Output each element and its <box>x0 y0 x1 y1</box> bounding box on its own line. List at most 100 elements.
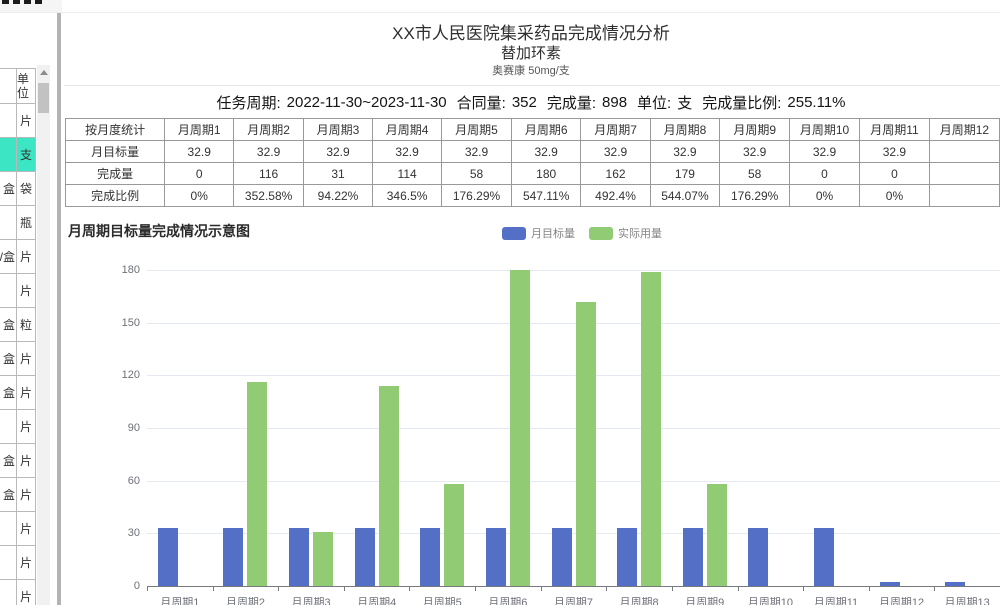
table-row: 完成量 0 116 31 114 58 180 162 179 58 0 0 <box>64 162 1000 185</box>
x-axis-tick <box>737 587 739 591</box>
unit-cell[interactable]: 片 <box>17 240 36 274</box>
section-divider <box>64 85 1000 86</box>
spec-cell-clipped[interactable]: 盒 <box>0 478 17 512</box>
spec-cell-clipped[interactable] <box>0 410 17 444</box>
x-axis-tick <box>540 587 542 591</box>
x-axis-category-label: 月周期1 <box>160 597 200 605</box>
unit-cell[interactable]: 片 <box>17 104 36 138</box>
unit-column-header-row: 单位 <box>0 69 36 104</box>
spec-cell-clipped[interactable]: 盒 <box>0 376 17 410</box>
sidebar-row: 片 <box>0 546 36 580</box>
unit-cell[interactable]: 瓶 <box>17 206 36 240</box>
actual-bar <box>444 484 465 586</box>
unit-cell[interactable]: 片 <box>17 342 36 376</box>
titlebar-clipped-text <box>24 0 31 4</box>
legend-item-target[interactable]: 月目标量 <box>502 225 575 241</box>
spec-cell-clipped[interactable] <box>0 580 17 605</box>
row-label-cell: 完成比例 <box>64 184 166 207</box>
scrollbar-thumb[interactable] <box>38 83 49 113</box>
table-cell: 0 <box>859 162 930 185</box>
legend-item-actual[interactable]: 实际用量 <box>589 225 662 241</box>
sidebar-row: /盒片 <box>0 240 36 274</box>
unit-cell[interactable]: 片 <box>17 410 36 444</box>
table-cell: 94.22% <box>302 184 374 207</box>
table-cell: 544.07% <box>649 184 721 207</box>
table-cell: 32.9 <box>580 140 651 163</box>
y-axis-tick-label: 150 <box>121 316 140 329</box>
sidebar-scrollbar[interactable] <box>37 65 50 605</box>
x-axis-category-label: 月周期11 <box>813 597 859 605</box>
sidebar-row: 瓶 <box>0 206 36 240</box>
unit-cell[interactable]: 片 <box>17 546 36 580</box>
sidebar-row: 片 <box>0 274 36 308</box>
x-axis-category-label: 月周期8 <box>619 597 659 605</box>
table-cell: 32.9 <box>372 140 443 163</box>
unit-cell[interactable]: 片 <box>17 444 36 478</box>
table-cell: 0% <box>859 184 930 207</box>
target-bar <box>354 528 375 586</box>
target-bar <box>879 582 900 586</box>
actual-bar <box>247 382 268 586</box>
x-axis-category-label: 月周期6 <box>488 597 528 605</box>
spec-cell-clipped[interactable] <box>0 546 17 580</box>
x-axis-tick <box>278 587 280 591</box>
table-cell: 32.9 <box>789 140 860 163</box>
unit-cell[interactable]: 袋 <box>17 172 36 206</box>
row-label-cell: 完成量 <box>64 162 166 185</box>
spec-cell-clipped[interactable]: 盒 <box>0 308 17 342</box>
x-axis-category-label: 月周期7 <box>553 597 594 605</box>
unit-cell[interactable]: 片 <box>17 376 36 410</box>
spec-cell-clipped[interactable]: /盒 <box>0 240 17 274</box>
table-cell: 32.9 <box>441 140 512 163</box>
spec-column-header-cell[interactable] <box>0 69 17 104</box>
spec-cell-clipped[interactable] <box>0 206 17 240</box>
table-cell: 32.9 <box>164 140 235 163</box>
titlebar <box>0 0 62 13</box>
unit-cell[interactable]: 粒 <box>17 308 36 342</box>
unit-cell[interactable]: 片 <box>17 478 36 512</box>
table-cell: 492.4% <box>580 184 651 207</box>
row-label-cell: 月目标量 <box>64 140 166 163</box>
table-cell: 352.58% <box>233 184 304 207</box>
contract-qty-value: 352 <box>511 94 537 111</box>
titlebar-clipped-text <box>13 0 20 4</box>
sidebar-row-selected: 支 <box>0 138 36 172</box>
unit-cell[interactable]: 片 <box>17 512 36 546</box>
spec-cell-clipped[interactable]: 盒 <box>0 342 17 376</box>
unit-column-grid: 单位 片支盒袋瓶/盒片片盒粒盒片盒片片盒片盒片片片片 <box>0 68 36 605</box>
spec-cell-clipped[interactable] <box>0 512 17 546</box>
sidebar-row: 盒片 <box>0 478 36 512</box>
drug-spec: 奥赛康 50mg/支 <box>492 65 570 77</box>
table-cell <box>928 162 1000 185</box>
table-cell <box>928 184 1000 207</box>
x-axis-tick <box>671 587 673 591</box>
sidebar-row: 盒片 <box>0 342 36 376</box>
spreadsheet-sidebar: 单位 片支盒袋瓶/盒片片盒粒盒片盒片片盒片盒片片片片 <box>0 13 57 605</box>
pane-divider[interactable] <box>57 13 61 605</box>
x-axis-tick <box>409 587 411 591</box>
spec-cell-clipped[interactable]: 盒 <box>0 172 17 206</box>
table-header-cell: 月周期8 <box>649 118 721 141</box>
table-cell: 180 <box>510 162 582 185</box>
sidebar-row: 片 <box>0 410 36 444</box>
monthly-stats-table: 按月度统计 月周期1 月周期2 月周期3 月周期4 月周期5 月周期6 月周期7 月周期8 月周期… <box>64 118 1000 207</box>
task-period-label: 任务周期: <box>216 95 281 112</box>
table-cell: 0% <box>164 184 235 207</box>
unit-cell[interactable]: 支 <box>17 138 36 172</box>
spec-cell-clipped[interactable] <box>0 138 17 172</box>
target-bar <box>157 528 178 586</box>
unit-cell[interactable]: 片 <box>17 580 36 605</box>
spec-cell-clipped[interactable] <box>0 104 17 138</box>
table-cell: 0 <box>164 162 235 185</box>
scrollbar-up-arrow-icon[interactable] <box>40 70 48 75</box>
unit-cell[interactable]: 片 <box>17 274 36 308</box>
drug-name: 替加环素 <box>500 45 561 62</box>
spec-cell-clipped[interactable]: 盒 <box>0 444 17 478</box>
sidebar-row: 盒粒 <box>0 308 36 342</box>
spec-cell-clipped[interactable] <box>0 274 17 308</box>
y-axis-tick-label: 60 <box>127 474 140 487</box>
x-axis-tick <box>343 587 345 591</box>
unit-column-header-cell[interactable]: 单位 <box>17 69 36 104</box>
x-axis-tick <box>212 587 214 591</box>
y-axis-tick-label: 30 <box>127 527 140 540</box>
